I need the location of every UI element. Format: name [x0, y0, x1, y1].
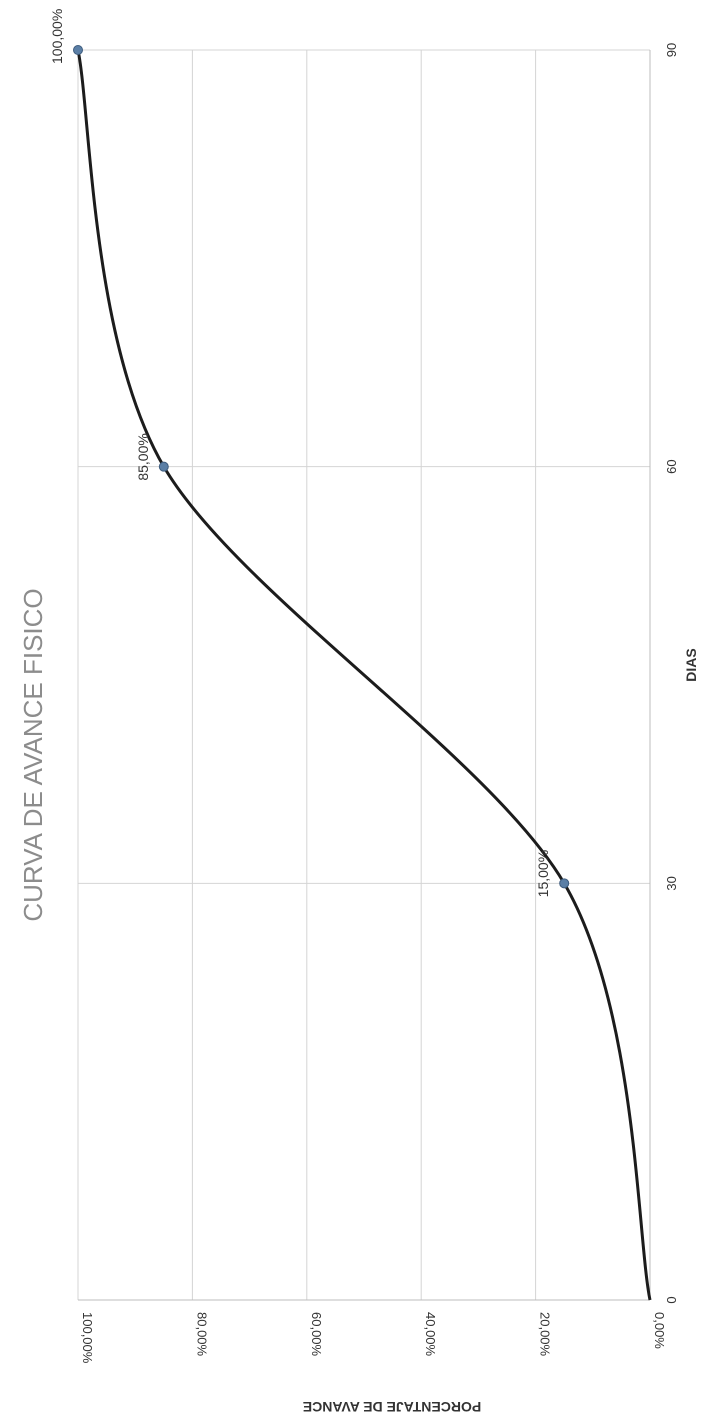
y-tick-label: 40,00%: [423, 1312, 438, 1357]
chart-title: CURVA DE AVANCE FISICO: [18, 588, 48, 921]
y-tick-labels: 0,00% 20,00% 40,00% 60,00% 80,00% 100,00%: [80, 1312, 667, 1364]
x-axis-label: DIAS: [683, 648, 699, 681]
series-line: [76, 49, 652, 1301]
x-tick-label: 60: [664, 459, 679, 473]
data-point-marker: [158, 461, 169, 472]
grid: [77, 49, 651, 1301]
data-label: 85,00%: [135, 433, 151, 480]
y-tick-label: 80,00%: [194, 1312, 209, 1357]
x-tick-label: 30: [664, 876, 679, 890]
data-point-marker: [73, 45, 83, 55]
x-tick-labels: 0 30 60 90: [664, 43, 679, 1304]
y-tick-label: 0,00%: [652, 1312, 667, 1349]
y-axis-label: PORCENTAJE DE AVANCE: [303, 1399, 481, 1415]
data-labels: 15,00% 85,00% 100,00%: [49, 9, 551, 898]
data-point-marker: [559, 878, 570, 889]
data-label: 15,00%: [535, 850, 551, 897]
y-tick-label: 60,00%: [309, 1312, 324, 1357]
y-tick-label: 100,00%: [80, 1312, 95, 1364]
x-tick-label: 90: [664, 43, 679, 57]
x-tick-label: 0: [664, 1296, 679, 1303]
markers: [73, 45, 570, 889]
y-tick-label: 20,00%: [538, 1312, 553, 1357]
axis-frame: [78, 50, 651, 1301]
data-label: 100,00%: [49, 9, 65, 64]
